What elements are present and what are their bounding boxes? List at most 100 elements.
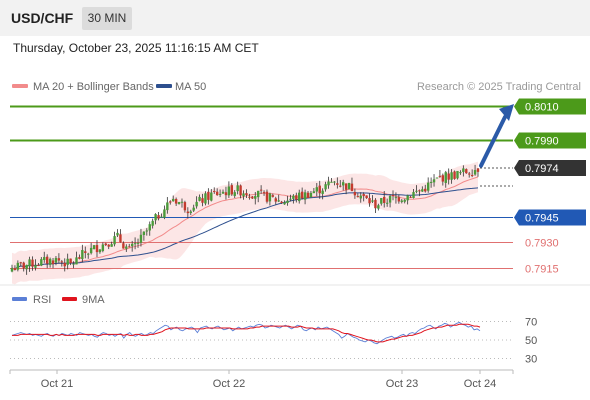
- candle-body: [435, 177, 439, 179]
- candle-body: [262, 192, 266, 194]
- level-label-0.8010: 0.8010: [525, 102, 559, 114]
- candle-body: [198, 196, 201, 201]
- candle-body: [274, 198, 277, 202]
- candle-body: [25, 264, 28, 270]
- rsi-tick-70: 70: [525, 317, 537, 329]
- candle-body: [171, 198, 175, 202]
- ma50-legend-swatch: [156, 84, 172, 88]
- candle-body: [54, 257, 58, 263]
- candle-body: [242, 193, 245, 197]
- level-label-0.7915: 0.7915: [525, 264, 559, 276]
- candle-body: [403, 199, 406, 202]
- level-tag-0.8010: [514, 98, 586, 115]
- candle-body: [400, 200, 403, 202]
- candle-body: [259, 189, 263, 191]
- header-bar: USD/CHF 30 MIN: [0, 0, 590, 36]
- candle-body: [397, 197, 401, 202]
- candle-body: [468, 173, 471, 175]
- candle-body: [339, 185, 342, 187]
- candle-body: [409, 196, 412, 198]
- candle-body: [34, 265, 37, 268]
- candle-body: [344, 183, 348, 190]
- candle-body: [374, 199, 377, 209]
- candle-body: [195, 201, 198, 207]
- candle-body: [142, 231, 146, 235]
- candle-body: [415, 190, 418, 192]
- current-price-label: 0.7974: [525, 163, 559, 175]
- candle-body: [356, 196, 360, 198]
- candle-body: [154, 214, 157, 221]
- candle-body: [347, 182, 351, 190]
- candle-body: [107, 244, 110, 247]
- ma20-line: [11, 176, 479, 270]
- ma20-legend-label: MA 20 + Bollinger Bands: [33, 81, 154, 93]
- candle-body: [45, 256, 49, 264]
- candle-body: [368, 198, 371, 204]
- ma50-line: [11, 187, 479, 270]
- candle-body: [180, 201, 184, 203]
- candle-body: [204, 193, 207, 204]
- candle-body: [362, 194, 365, 197]
- rsi-tick-30: 30: [525, 354, 537, 366]
- candle-body: [292, 195, 295, 199]
- candle-body: [309, 192, 313, 198]
- candle-body: [286, 200, 289, 204]
- candle-body: [465, 169, 468, 174]
- x-tick-label-oct-24: Oct 24: [464, 378, 496, 390]
- level-label-0.7945: 0.7945: [525, 213, 559, 225]
- candle-body: [391, 194, 395, 197]
- candle-body: [444, 172, 447, 183]
- candle-body: [385, 202, 389, 204]
- candle-body: [186, 211, 190, 214]
- candle-body: [256, 190, 260, 198]
- candle-body: [92, 245, 96, 250]
- candle-body: [87, 253, 90, 255]
- candle-body: [28, 259, 31, 267]
- x-tick-label-oct-21: Oct 21: [41, 378, 73, 390]
- candle-body: [476, 168, 480, 172]
- candle-body: [341, 182, 345, 186]
- candle-body: [459, 172, 462, 174]
- ma20-legend-swatch: [12, 84, 28, 88]
- candle-body: [441, 175, 445, 182]
- candle-body: [69, 258, 72, 264]
- candle-body: [160, 216, 163, 218]
- candle-body: [98, 249, 102, 253]
- candle-body: [233, 192, 236, 196]
- candle-body: [462, 168, 465, 172]
- candle-body: [394, 197, 398, 199]
- projection-arrow-shaft: [479, 115, 507, 168]
- symbol-title: USD/CHF: [11, 10, 74, 26]
- candle-body: [60, 261, 64, 263]
- candle-body: [95, 245, 99, 253]
- candle-body: [31, 259, 34, 267]
- rsi-ma-legend-label: 9MA: [82, 294, 105, 306]
- candle-body: [350, 183, 354, 192]
- candle-body: [236, 185, 239, 192]
- candle-body: [51, 260, 55, 265]
- candle-body: [16, 262, 20, 270]
- level-tag-0.7990: [514, 132, 586, 149]
- candle-body: [113, 236, 116, 245]
- copyright-label: Research © 2025 Trading Central: [417, 81, 581, 93]
- candle-body: [66, 258, 69, 265]
- candle-body: [125, 246, 128, 249]
- timeframe-button[interactable]: 30 MIN: [82, 7, 132, 30]
- candle-body: [192, 207, 195, 211]
- candle-body: [207, 191, 210, 200]
- candle-body: [89, 247, 93, 254]
- candle-body: [151, 220, 154, 226]
- candle-body: [406, 195, 409, 201]
- candle-body: [130, 243, 134, 247]
- candle-body: [280, 201, 283, 204]
- candle-body: [298, 192, 301, 202]
- candle-body: [283, 202, 286, 205]
- level-label-0.7930: 0.7930: [525, 238, 559, 250]
- candle-body: [365, 195, 368, 199]
- candle-body: [251, 196, 254, 199]
- candle-body: [145, 230, 149, 232]
- candle-body: [306, 192, 310, 198]
- x-tick-label-oct-22: Oct 22: [213, 378, 245, 390]
- candle-body: [429, 181, 433, 183]
- candle-body: [327, 181, 330, 186]
